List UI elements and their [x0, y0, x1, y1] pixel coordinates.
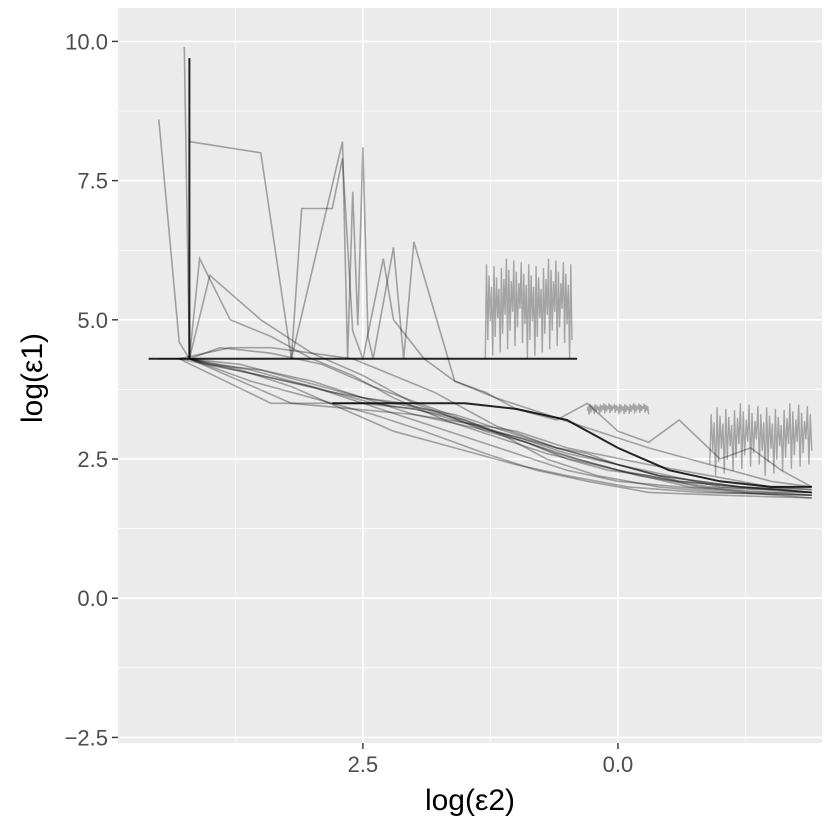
y-tick-label: 2.5	[77, 447, 108, 472]
series-line-6	[188, 255, 812, 496]
series-line-3	[189, 358, 812, 499]
series-line-2	[179, 358, 812, 494]
y-tick-label: −2.5	[65, 725, 108, 750]
series-line-7	[188, 273, 812, 494]
series-line-5	[178, 358, 812, 496]
series-line-8	[189, 346, 812, 491]
x-tick-label: 0.0	[603, 752, 634, 777]
series-line-1	[158, 358, 812, 491]
tick-labels: 10.0 7.5 5.0 2.5 0.0 −2.5 2.5 0.0	[65, 29, 634, 777]
grid-minor	[118, 8, 822, 743]
axis-ticks	[112, 40, 619, 749]
noisy-band-1	[484, 258, 573, 359]
x-axis-title: log(ε2)	[425, 784, 515, 817]
y-axis-title: log(ε1)	[16, 333, 49, 423]
emphasized-line-2	[332, 402, 812, 488]
series-line-10	[183, 46, 812, 494]
y-tick-label: 10.0	[65, 29, 108, 54]
series-line-9	[158, 119, 812, 499]
series-line-4	[189, 358, 812, 496]
series-line-13	[179, 346, 812, 494]
series-line-12	[290, 158, 813, 488]
series-layer	[148, 46, 813, 499]
y-tick-label: 7.5	[77, 169, 108, 194]
series-line-14	[189, 358, 812, 494]
y-tick-label: 5.0	[77, 308, 108, 333]
noisy-band-3	[709, 403, 813, 476]
series-line-15	[189, 358, 812, 494]
grid-major	[118, 8, 822, 743]
x-tick-label: 2.5	[348, 752, 379, 777]
y-tick-label: 0.0	[77, 586, 108, 611]
noisy-band-2	[586, 403, 650, 415]
emphasized-line-1	[148, 58, 578, 360]
plot-panel	[118, 8, 822, 743]
series-line-11	[189, 140, 812, 488]
